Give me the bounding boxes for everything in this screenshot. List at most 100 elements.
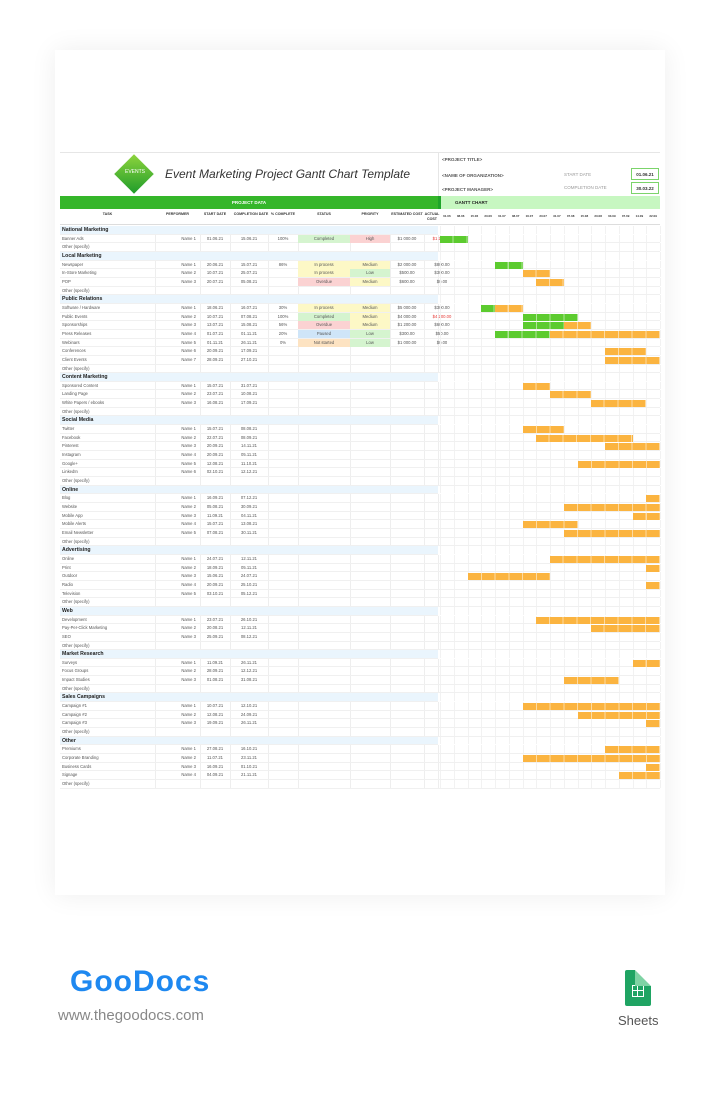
estimated-cost-cell[interactable] [390, 780, 424, 788]
performer-cell[interactable] [155, 287, 196, 295]
website-link[interactable]: www.thegoodocs.com [58, 1007, 204, 1024]
table-row[interactable]: Facebook Name 2 22.07.21 08.09.21 [60, 433, 661, 443]
start-date-cell[interactable]: 24.07.21 [206, 555, 224, 561]
category-row[interactable]: Local Marketing [60, 251, 661, 261]
task-cell[interactable]: Website [62, 504, 78, 509]
estimated-cost-cell[interactable]: $1 000.00 [397, 235, 417, 241]
performer-cell[interactable]: Name 1 [181, 703, 196, 709]
end-date-cell[interactable] [230, 408, 268, 416]
performer-cell[interactable] [155, 642, 196, 650]
start-date-cell[interactable]: 11.09.21 [207, 659, 223, 665]
percent-cell[interactable] [268, 347, 298, 355]
table-row[interactable]: Blog Name 1 16.09.21 07.12.21 [60, 494, 661, 503]
estimated-cost-cell[interactable]: $4 000.00 [397, 313, 417, 319]
end-date-cell[interactable]: 05.11.21 [241, 564, 257, 570]
start-date-cell[interactable]: 15.06.21 [206, 573, 224, 579]
percent-cell[interactable]: 20% [278, 330, 288, 336]
table-row[interactable]: Mobile App Name 3 11.09.21 04.11.21 [60, 511, 661, 521]
start-date-cell[interactable]: 16.09.21 [206, 495, 224, 501]
percent-cell[interactable] [268, 243, 298, 251]
percent-cell[interactable] [268, 754, 298, 762]
table-row[interactable]: Mobile Alerts Name 4 15.07.21 13.08.21 [60, 520, 661, 529]
estimated-cost-cell[interactable] [390, 399, 424, 407]
estimated-cost-cell[interactable] [390, 538, 424, 546]
end-date-cell[interactable]: 16.07.21 [240, 304, 258, 310]
estimated-cost-cell[interactable] [390, 728, 424, 736]
performer-cell[interactable]: Name 1 [181, 616, 196, 622]
actual-cost-cell[interactable]: $50.00 [435, 330, 449, 336]
priority-cell[interactable]: High [350, 234, 390, 243]
end-date-cell[interactable]: 11.10.21 [241, 460, 257, 466]
percent-cell[interactable] [268, 572, 298, 580]
priority-cell[interactable] [350, 503, 390, 511]
estimated-cost-cell[interactable] [390, 763, 424, 771]
end-date-cell[interactable]: 31.07.21 [240, 382, 258, 388]
estimated-cost-cell[interactable] [390, 408, 424, 416]
end-date-cell[interactable]: 05.12.21 [240, 590, 258, 596]
table-row[interactable]: Other (specify) [60, 780, 661, 789]
status-cell[interactable] [298, 451, 350, 459]
end-date-cell[interactable]: 15.06.21 [240, 235, 258, 241]
status-cell[interactable]: In process [298, 260, 350, 269]
performer-cell[interactable] [155, 538, 196, 546]
actual-cost-cell[interactable]: $4 200.00 [432, 313, 452, 319]
start-date-cell[interactable]: 20.08.21 [206, 625, 224, 631]
status-cell[interactable]: Not started [298, 338, 350, 347]
start-date-cell[interactable] [200, 243, 230, 251]
priority-cell[interactable]: Medium [350, 312, 390, 321]
task-cell[interactable]: Landing Page [62, 391, 88, 397]
priority-cell[interactable] [350, 390, 390, 398]
percent-cell[interactable]: 0% [279, 339, 287, 345]
table-row[interactable]: White Papers / ebooks Name 3 16.08.21 17.09… [60, 399, 661, 408]
table-row[interactable]: Sponsored Content Name 1 15.07.21 31.07.21 [60, 381, 661, 391]
estimated-cost-cell[interactable]: $300.00 [399, 330, 415, 336]
estimated-cost-cell[interactable] [390, 624, 424, 632]
actual-cost-cell[interactable]: $600.00 [434, 322, 450, 328]
estimated-cost-cell[interactable] [390, 685, 424, 693]
start-date-cell[interactable] [200, 477, 230, 485]
estimated-cost-cell[interactable] [390, 529, 424, 537]
end-date-cell[interactable]: 31.08.21 [240, 677, 258, 683]
priority-cell[interactable] [350, 676, 390, 684]
table-row[interactable]: Campaign #1 Name 1 10.07.21 12.10.21 [60, 702, 661, 711]
task-cell[interactable]: Corporate Branding [62, 755, 99, 761]
status-cell[interactable] [298, 425, 350, 433]
table-row[interactable]: Other (specify) [60, 407, 661, 417]
table-row[interactable]: Other (specify) [60, 286, 661, 296]
task-cell[interactable]: Focus Groups [62, 668, 89, 674]
table-row[interactable]: Instagram Name 4 20.09.21 05.11.21 [60, 451, 661, 460]
table-row[interactable]: Signage Name 4 04.09.21 21.11.21 [60, 771, 661, 780]
priority-cell[interactable] [350, 451, 390, 459]
actual-cost-cell[interactable]: $0.00 [436, 339, 448, 345]
end-date-cell[interactable]: 15.07.21 [240, 261, 258, 267]
end-date-cell[interactable] [230, 598, 268, 606]
priority-cell[interactable] [350, 442, 390, 450]
performer-cell[interactable] [155, 477, 196, 485]
status-cell[interactable] [298, 685, 350, 693]
category-row[interactable]: National Marketing [60, 226, 661, 235]
end-date-cell[interactable]: 12.11.21 [241, 555, 257, 561]
percent-cell[interactable] [268, 538, 298, 546]
estimated-cost-cell[interactable] [390, 365, 424, 373]
priority-cell[interactable] [350, 564, 390, 572]
table-row[interactable]: Television Name 5 03.10.21 05.12.21 [60, 589, 661, 599]
task-cell[interactable]: White Papers / ebooks [62, 400, 105, 406]
end-date-cell[interactable] [230, 243, 268, 251]
performer-cell[interactable]: Name 5 [181, 590, 196, 596]
percent-cell[interactable] [268, 745, 298, 753]
priority-cell[interactable] [350, 633, 390, 641]
estimated-cost-cell[interactable] [390, 616, 424, 624]
priority-cell[interactable] [350, 287, 390, 295]
estimated-cost-cell[interactable] [390, 243, 424, 251]
status-cell[interactable] [298, 590, 350, 598]
priority-cell[interactable] [350, 572, 390, 580]
task-cell[interactable]: Email Newsletter [62, 529, 94, 535]
category-row[interactable]: Social Media [60, 416, 661, 426]
priority-cell[interactable]: Medium [350, 277, 390, 286]
priority-cell[interactable] [350, 771, 390, 779]
percent-cell[interactable] [268, 763, 298, 771]
priority-cell[interactable] [350, 468, 390, 476]
task-cell[interactable]: Print [62, 564, 71, 570]
performer-cell[interactable]: Name 2 [181, 270, 196, 276]
status-cell[interactable] [298, 676, 350, 684]
